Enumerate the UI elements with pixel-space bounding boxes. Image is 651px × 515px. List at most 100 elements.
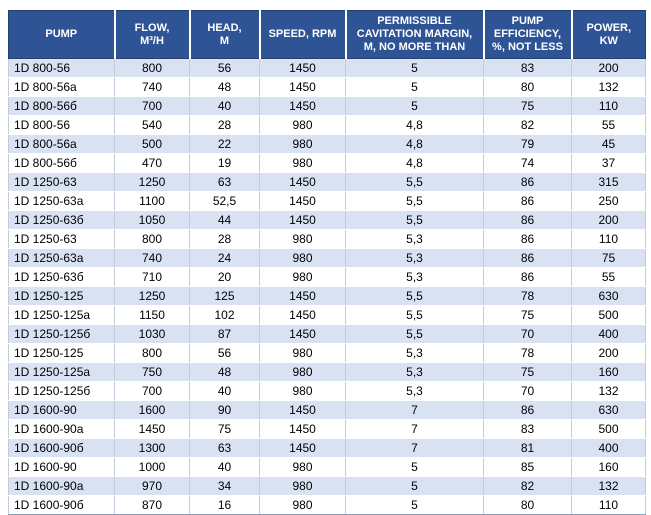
table-row: 1D 1600-90 1000 40 980 5 85 160 <box>8 457 646 477</box>
cell-speed: 980 <box>259 153 346 173</box>
cell-power: 37 <box>571 153 646 173</box>
cell-cavitation: 5,5 <box>345 305 484 325</box>
cell-power: 500 <box>571 419 646 439</box>
cell-pump: 1D 1600-90a <box>8 419 115 439</box>
cell-efficiency: 86 <box>483 400 572 420</box>
cell-pump: 1D 1250-125б <box>8 381 115 401</box>
cell-efficiency: 82 <box>483 115 572 135</box>
header-row: PUMP FLOW, M³/H HEAD, M SPEED, RPM PERMI… <box>8 10 646 59</box>
cell-head: 44 <box>189 210 260 230</box>
cell-flow: 750 <box>114 362 190 382</box>
cell-flow: 1600 <box>114 400 190 420</box>
cell-cavitation: 4,8 <box>345 134 484 154</box>
cell-pump: 1D 800-56б <box>8 96 115 116</box>
cell-cavitation: 5,5 <box>345 210 484 230</box>
cell-power: 45 <box>571 134 646 154</box>
cell-cavitation: 5,5 <box>345 191 484 211</box>
cell-speed: 1450 <box>259 419 346 439</box>
cell-efficiency: 86 <box>483 248 572 268</box>
cell-flow: 740 <box>114 248 190 268</box>
header-cavitation: PERMISSIBLE CAVITATION MARGIN, M, NO MOR… <box>344 10 485 59</box>
cell-head: 56 <box>189 58 260 78</box>
cell-power: 55 <box>571 115 646 135</box>
cell-flow: 1000 <box>114 457 190 477</box>
cell-cavitation: 5,3 <box>345 248 484 268</box>
cell-speed: 980 <box>259 134 346 154</box>
table-row: 1D 1250-125a 1150 102 1450 5,5 75 500 <box>8 305 646 325</box>
cell-power: 250 <box>571 191 646 211</box>
cell-cavitation: 7 <box>345 419 484 439</box>
cell-power: 132 <box>571 77 646 97</box>
table-row: 1D 1600-90б 870 16 980 5 80 110 <box>8 495 646 515</box>
cell-cavitation: 5,3 <box>345 343 484 363</box>
cell-pump: 1D 1250-125б <box>8 324 115 344</box>
page: PUMP FLOW, M³/H HEAD, M SPEED, RPM PERMI… <box>8 10 646 515</box>
cell-power: 132 <box>571 476 646 496</box>
cell-speed: 980 <box>259 248 346 268</box>
cell-cavitation: 4,8 <box>345 115 484 135</box>
cell-speed: 980 <box>259 476 346 496</box>
cell-efficiency: 86 <box>483 191 572 211</box>
table-header: PUMP FLOW, M³/H HEAD, M SPEED, RPM PERMI… <box>8 10 646 59</box>
cell-speed: 1450 <box>259 324 346 344</box>
cell-flow: 1300 <box>114 438 190 458</box>
table-row: 1D 800-56б 470 19 980 4,8 74 37 <box>8 153 646 173</box>
cell-flow: 700 <box>114 381 190 401</box>
cell-pump: 1D 800-56 <box>8 58 115 78</box>
cell-speed: 980 <box>259 267 346 287</box>
cell-cavitation: 5,3 <box>345 381 484 401</box>
cell-power: 110 <box>571 96 646 116</box>
cell-flow: 1150 <box>114 305 190 325</box>
cell-flow: 800 <box>114 58 190 78</box>
cell-pump: 1D 1600-90 <box>8 400 115 420</box>
cell-head: 102 <box>189 305 260 325</box>
header-flow: FLOW, M³/H <box>113 10 191 59</box>
cell-speed: 980 <box>259 115 346 135</box>
cell-efficiency: 70 <box>483 381 572 401</box>
cell-head: 125 <box>189 286 260 306</box>
cell-cavitation: 5 <box>345 96 484 116</box>
cell-pump: 1D 1600-90a <box>8 476 115 496</box>
cell-speed: 1450 <box>259 400 346 420</box>
cell-efficiency: 80 <box>483 77 572 97</box>
table-row: 1D 1250-63 800 28 980 5,3 86 110 <box>8 229 646 249</box>
cell-power: 200 <box>571 58 646 78</box>
cell-power: 160 <box>571 362 646 382</box>
header-head: HEAD, M <box>188 10 261 59</box>
header-speed: SPEED, RPM <box>258 10 347 59</box>
table-row: 1D 1250-63a 1100 52,5 1450 5,5 86 250 <box>8 191 646 211</box>
cell-power: 200 <box>571 210 646 230</box>
cell-pump: 1D 1600-90 <box>8 457 115 477</box>
cell-efficiency: 86 <box>483 210 572 230</box>
cell-speed: 1450 <box>259 191 346 211</box>
cell-power: 55 <box>571 267 646 287</box>
cell-efficiency: 75 <box>483 362 572 382</box>
cell-efficiency: 74 <box>483 153 572 173</box>
cell-pump: 1D 1250-63б <box>8 267 115 287</box>
cell-head: 75 <box>189 419 260 439</box>
cell-head: 28 <box>189 115 260 135</box>
cell-head: 56 <box>189 343 260 363</box>
cell-speed: 1450 <box>259 438 346 458</box>
table-body: 1D 800-56 800 56 1450 5 83 200 1D 800-56a 740 48 1… <box>8 58 646 515</box>
table-row: 1D 1250-125a 750 48 980 5,3 75 160 <box>8 362 646 382</box>
cell-flow: 1100 <box>114 191 190 211</box>
cell-efficiency: 70 <box>483 324 572 344</box>
cell-flow: 870 <box>114 495 190 515</box>
cell-cavitation: 7 <box>345 438 484 458</box>
cell-speed: 1450 <box>259 172 346 192</box>
cell-pump: 1D 1250-63a <box>8 191 115 211</box>
table-row: 1D 1250-125 1250 125 1450 5,5 78 630 <box>8 286 646 306</box>
cell-head: 24 <box>189 248 260 268</box>
cell-flow: 970 <box>114 476 190 496</box>
cell-efficiency: 80 <box>483 495 572 515</box>
cell-cavitation: 7 <box>345 400 484 420</box>
cell-flow: 700 <box>114 96 190 116</box>
table-row: 1D 1250-125 800 56 980 5,3 78 200 <box>8 343 646 363</box>
cell-cavitation: 5 <box>345 77 484 97</box>
cell-flow: 1050 <box>114 210 190 230</box>
cell-power: 200 <box>571 343 646 363</box>
cell-efficiency: 81 <box>483 438 572 458</box>
cell-head: 34 <box>189 476 260 496</box>
cell-speed: 1450 <box>259 96 346 116</box>
